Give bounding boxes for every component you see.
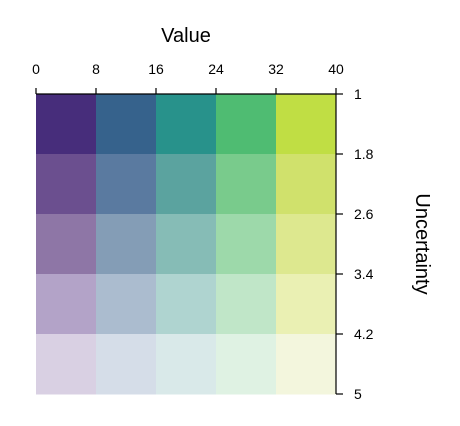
x-tick-label: 8 <box>92 61 100 77</box>
legend-cell <box>216 274 277 335</box>
x-tick-label: 0 <box>32 61 40 77</box>
x-axis-title: Value <box>161 25 211 47</box>
y-axis-title: Uncertainty <box>411 193 433 294</box>
y-tick-label: 3.4 <box>354 266 374 282</box>
y-tick-label: 4.2 <box>354 326 374 342</box>
legend-cell <box>156 274 217 335</box>
y-tick-label: 1 <box>354 86 362 102</box>
legend-cell <box>96 214 157 275</box>
legend-cell <box>156 154 217 215</box>
legend-cell <box>96 154 157 215</box>
y-tick-label: 1.8 <box>354 146 374 162</box>
legend-cell <box>216 334 277 395</box>
legend-cell <box>36 334 97 395</box>
legend-cell <box>156 214 217 275</box>
y-tick-label: 2.6 <box>354 206 374 222</box>
legend-cell <box>276 334 337 395</box>
legend-cell <box>156 94 217 155</box>
legend-cell <box>276 94 337 155</box>
x-tick-label: 16 <box>148 61 164 77</box>
legend-cell <box>36 94 97 155</box>
legend-cell <box>96 274 157 335</box>
x-tick-label: 40 <box>328 61 344 77</box>
legend-cell <box>36 274 97 335</box>
legend-cell <box>216 214 277 275</box>
x-tick-label: 32 <box>268 61 284 77</box>
legend-cell <box>276 154 337 215</box>
legend-cell <box>276 214 337 275</box>
legend-cell <box>36 214 97 275</box>
legend-cell <box>216 94 277 155</box>
legend-cell <box>96 334 157 395</box>
legend-cell <box>276 274 337 335</box>
legend-cell <box>96 94 157 155</box>
y-tick-label: 5 <box>354 386 362 402</box>
legend-cell <box>216 154 277 215</box>
legend-cell <box>36 154 97 215</box>
x-tick-label: 24 <box>208 61 224 77</box>
legend-cell <box>156 334 217 395</box>
